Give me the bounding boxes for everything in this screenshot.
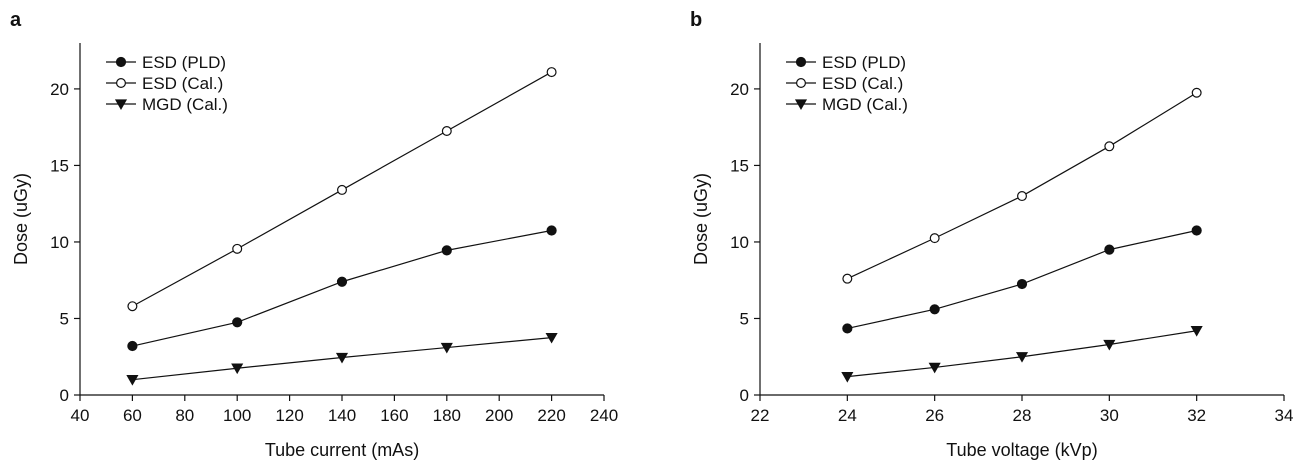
data-point [1104, 141, 1115, 152]
data-point [231, 363, 244, 375]
legend-label: ESD (Cal.) [822, 74, 903, 93]
data-point [1191, 87, 1202, 98]
x-tick-label: 60 [123, 406, 142, 425]
y-tick-label: 15 [730, 156, 749, 175]
data-point [441, 125, 452, 136]
data-point [929, 233, 940, 244]
data-point [546, 67, 557, 78]
data-point [1103, 339, 1116, 351]
data-point [1191, 225, 1202, 236]
x-tick-label: 30 [1100, 406, 1119, 425]
data-point [1015, 352, 1029, 363]
x-tick-label: 200 [485, 406, 513, 425]
x-tick-label: 120 [275, 406, 303, 425]
data-point [336, 276, 348, 287]
series-open-circle [127, 67, 557, 312]
legend-entry: MGD (Cal.) [106, 95, 228, 114]
series-line [847, 92, 1197, 280]
x-tick-label: 26 [925, 406, 944, 425]
legend-label: ESD (Cal.) [142, 74, 223, 93]
data-point [929, 304, 940, 315]
data-point [335, 352, 349, 364]
legend-label: ESD (PLD) [822, 53, 906, 72]
x-tick-label: 100 [223, 406, 251, 425]
data-point [841, 371, 854, 383]
x-tick-label: 32 [1187, 406, 1206, 425]
legend-entry: ESD (Cal.) [786, 74, 903, 93]
series-filled-circle [842, 225, 1202, 334]
panel-label: a [10, 9, 22, 31]
legend-entry: ESD (PLD) [106, 53, 226, 72]
x-tick-label: 22 [751, 406, 770, 425]
legend-entry: ESD (PLD) [786, 53, 906, 72]
panel-label: b [690, 9, 702, 31]
y-tick-label: 5 [60, 309, 69, 328]
x-tick-label: 28 [1013, 406, 1032, 425]
x-tick-label: 220 [537, 406, 565, 425]
data-point [441, 245, 452, 256]
x-tick-label: 80 [175, 406, 194, 425]
x-tick-label: 40 [71, 406, 90, 425]
data-point [127, 301, 138, 312]
data-point [126, 375, 139, 386]
data-point [842, 323, 853, 334]
y-tick-label: 10 [730, 233, 749, 252]
y-axis-title: Dose (uGy) [11, 173, 31, 265]
legend-marker [795, 56, 807, 68]
x-tick-label: 240 [590, 406, 618, 425]
data-point [127, 340, 138, 352]
y-tick-label: 0 [60, 386, 69, 405]
x-axis-title: Tube current (mAs) [265, 440, 419, 460]
y-tick-label: 0 [740, 386, 749, 405]
data-point [440, 342, 453, 354]
legend-entry: MGD (Cal.) [786, 95, 908, 114]
data-point [1104, 244, 1115, 255]
data-point [842, 273, 853, 284]
y-tick-label: 20 [50, 80, 69, 99]
series-open-circle [842, 87, 1202, 284]
y-tick-label: 10 [50, 233, 69, 252]
data-point [337, 184, 348, 195]
legend-label: MGD (Cal.) [822, 95, 908, 114]
data-point [1016, 278, 1028, 290]
data-point [928, 362, 941, 374]
series-filled-circle [127, 225, 557, 352]
y-tick-label: 15 [50, 156, 69, 175]
legend-label: ESD (PLD) [142, 53, 226, 72]
series-filled-triangle-down [126, 332, 558, 386]
x-tick-label: 140 [328, 406, 356, 425]
x-tick-label: 34 [1275, 406, 1294, 425]
y-axis-title: Dose (uGy) [691, 173, 711, 265]
data-point [232, 317, 243, 328]
series-line [132, 229, 552, 347]
y-tick-label: 5 [740, 309, 749, 328]
legend-entry: ESD (Cal.) [106, 74, 223, 93]
legend-marker [115, 77, 126, 88]
series-filled-triangle-down [841, 326, 1203, 383]
y-tick-label: 20 [730, 80, 749, 99]
legend-marker [114, 99, 128, 110]
x-tick-label: 24 [838, 406, 857, 425]
chart-panel-b: b 0 5 10 15 20 22 24 26 28 30 32 34 Tube voltage (kVp… [690, 9, 1293, 460]
legend-label: MGD (Cal.) [142, 95, 228, 114]
x-tick-label: 160 [380, 406, 408, 425]
chart-panel-a: a 0 5 10 15 20 40 60 80 100 120 140 160 180 200 220 240 T… [10, 9, 618, 460]
data-point [232, 243, 243, 254]
data-point [1190, 326, 1203, 337]
data-point [1016, 191, 1027, 202]
x-tick-label: 180 [433, 406, 461, 425]
legend-marker [795, 77, 806, 88]
data-point [545, 332, 558, 344]
legend-marker [115, 56, 127, 68]
data-point [546, 225, 557, 236]
legend-marker [794, 99, 808, 110]
x-axis-title: Tube voltage (kVp) [946, 440, 1097, 460]
